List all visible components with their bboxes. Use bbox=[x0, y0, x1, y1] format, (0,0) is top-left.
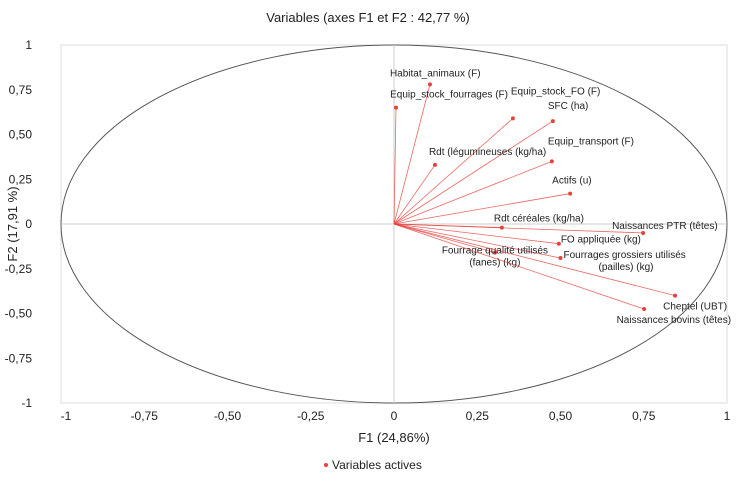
variable-label: Fourrages grossiers utilisés (pailles) (k… bbox=[564, 250, 686, 273]
variable-point bbox=[549, 159, 554, 164]
variable-point bbox=[558, 256, 563, 261]
y-tick-label: 0,75 bbox=[9, 83, 33, 97]
y-tick-label: -0,75 bbox=[5, 351, 33, 365]
y-tick-label: 1 bbox=[25, 38, 32, 52]
legend-entry: Variables actives bbox=[332, 458, 422, 472]
vector-line bbox=[393, 118, 514, 225]
variable-label: Naissances bovins (têtes) bbox=[617, 315, 732, 326]
variable-label: Equip_stock_fourrages (F) bbox=[390, 90, 508, 101]
x-tick-label: -0,75 bbox=[131, 409, 159, 423]
variable-label: Equip_stock_FO (F) bbox=[511, 86, 600, 97]
variable-point bbox=[432, 162, 437, 167]
x-tick-label: 0,75 bbox=[632, 409, 656, 423]
y-tick-label: 0,50 bbox=[9, 128, 33, 142]
variable-point bbox=[550, 119, 555, 124]
variable-point bbox=[556, 241, 561, 246]
chart-title: Variables (axes F1 et F2 : 42,77 %) bbox=[266, 10, 470, 25]
variable-point bbox=[427, 82, 432, 87]
variable-point bbox=[492, 250, 497, 255]
x-tick-label: 0 bbox=[391, 409, 398, 423]
y-tick-label: -0,50 bbox=[5, 307, 33, 321]
x-tick-label: -0,25 bbox=[297, 409, 325, 423]
variable-point bbox=[510, 116, 515, 121]
variable-label: Rdt (légumineuses (kg/ha) bbox=[429, 147, 546, 158]
x-tick-label: 0,50 bbox=[549, 409, 573, 423]
variable-point bbox=[568, 191, 573, 196]
variable-label: Rdt céréales (kg/ha) bbox=[494, 214, 584, 225]
variable-label: Fourrage qualité utilisés (fanes) (kg) bbox=[442, 246, 548, 269]
x-tick-label: -1 bbox=[61, 409, 72, 423]
y-tick-label: -0,25 bbox=[5, 262, 33, 276]
vector-line bbox=[393, 223, 496, 254]
x-tick-label: -0,50 bbox=[214, 409, 242, 423]
x-tick-label: 1 bbox=[724, 409, 731, 423]
vector-line bbox=[393, 223, 676, 296]
variable-label: FO appliquée (kg) bbox=[561, 235, 641, 246]
vector-line bbox=[393, 120, 554, 225]
y-tick-label: -1 bbox=[21, 396, 32, 410]
vector-line bbox=[393, 223, 645, 310]
variable-label: Habitat_animaux (F) bbox=[390, 68, 481, 79]
vector-line bbox=[393, 223, 559, 245]
vector-line bbox=[393, 223, 561, 259]
variable-label: Naissances PTR (têtes) bbox=[612, 221, 718, 232]
vector-line bbox=[393, 223, 644, 234]
y-tick-label: 0,25 bbox=[9, 172, 33, 186]
y-tick-label: 0 bbox=[25, 217, 32, 231]
legend-marker bbox=[324, 463, 328, 467]
x-axis-label: F1 (24,86%) bbox=[358, 430, 430, 445]
vector-line bbox=[393, 84, 431, 225]
variable-point bbox=[641, 230, 646, 235]
variable-point bbox=[673, 293, 678, 298]
variable-label: Equip_transport (F) bbox=[548, 136, 634, 147]
variable-point bbox=[393, 105, 398, 110]
vector-line bbox=[393, 164, 436, 225]
vector-line bbox=[393, 193, 571, 225]
y-axis-label: F2 (17,91 %) bbox=[5, 186, 20, 261]
vector-line bbox=[393, 107, 397, 225]
variable-label: Actifs (u) bbox=[552, 176, 591, 187]
variable-point bbox=[642, 307, 647, 312]
variable-label: Cheptel (UBT) bbox=[663, 302, 727, 313]
variable-label: SFC (ha) bbox=[548, 101, 589, 112]
vector-line bbox=[393, 160, 552, 225]
x-tick-label: 0,25 bbox=[466, 409, 490, 423]
